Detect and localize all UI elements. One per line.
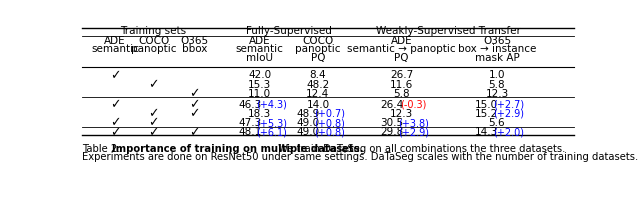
Text: 49.0: 49.0 (296, 118, 319, 128)
Text: semantic: semantic (91, 44, 139, 54)
Text: 12.3: 12.3 (485, 89, 509, 99)
Text: ✓: ✓ (109, 126, 120, 139)
Text: PQ: PQ (310, 53, 325, 63)
Text: ✓: ✓ (189, 107, 200, 120)
Text: (-0.3): (-0.3) (400, 100, 426, 110)
Text: (+2.9): (+2.9) (397, 127, 429, 137)
Text: 5.6: 5.6 (488, 118, 505, 128)
Text: 15.0: 15.0 (476, 100, 499, 110)
Text: 48.9: 48.9 (296, 109, 319, 119)
Text: ADE: ADE (104, 37, 125, 46)
Text: (+6.1): (+6.1) (256, 127, 287, 137)
Text: 49.0: 49.0 (296, 127, 319, 137)
Text: bbox: bbox (182, 44, 207, 54)
Text: Experiments are done on ResNet50 under same settings. DaTaSeg scales with the nu: Experiments are done on ResNet50 under s… (83, 152, 639, 162)
Text: COCO: COCO (302, 37, 333, 46)
Text: 42.0: 42.0 (248, 70, 271, 80)
Text: COCO: COCO (138, 37, 169, 46)
Text: 48.2: 48.2 (307, 80, 330, 90)
Text: (+0.8): (+0.8) (314, 127, 345, 137)
Text: 18.3: 18.3 (248, 109, 271, 119)
Text: (+5.3): (+5.3) (256, 118, 287, 128)
Text: 11.6: 11.6 (390, 80, 413, 90)
Text: box → instance: box → instance (458, 44, 536, 54)
Text: 48.1: 48.1 (238, 127, 261, 137)
Text: mIoU: mIoU (246, 53, 273, 63)
Text: (+0.7): (+0.7) (314, 109, 345, 119)
Text: 12.3: 12.3 (390, 109, 413, 119)
Text: 15.3: 15.3 (248, 80, 271, 90)
Text: We train DaTaSeg on all combinations the three datasets.: We train DaTaSeg on all combinations the… (275, 144, 565, 154)
Text: ADE: ADE (391, 37, 412, 46)
Text: semantic: semantic (236, 44, 284, 54)
Text: ✓: ✓ (148, 117, 159, 130)
Text: ✓: ✓ (189, 98, 200, 111)
Text: mask AP: mask AP (475, 53, 519, 63)
Text: 47.3: 47.3 (238, 118, 261, 128)
Text: (+0.8): (+0.8) (314, 118, 345, 128)
Text: 5.8: 5.8 (394, 89, 410, 99)
Text: (+4.3): (+4.3) (256, 100, 287, 110)
Text: ✓: ✓ (189, 87, 200, 100)
Text: panoptic: panoptic (131, 44, 177, 54)
Text: ✓: ✓ (148, 126, 159, 139)
Text: ADE: ADE (249, 37, 271, 46)
Text: (+2.0): (+2.0) (493, 127, 524, 137)
Text: semantic → panoptic: semantic → panoptic (348, 44, 456, 54)
Text: Fully-Supervised: Fully-Supervised (246, 26, 332, 36)
Text: Importance of training on multiple datasets.: Importance of training on multiple datas… (112, 144, 364, 154)
Text: Table 2:: Table 2: (83, 144, 124, 154)
Text: 26.4: 26.4 (380, 100, 403, 110)
Text: ✓: ✓ (189, 126, 200, 139)
Text: Training sets: Training sets (120, 26, 187, 36)
Text: ✓: ✓ (148, 78, 159, 91)
Text: 15.2: 15.2 (476, 109, 499, 119)
Text: 30.5: 30.5 (380, 118, 403, 128)
Text: 1.0: 1.0 (489, 70, 505, 80)
Text: ✓: ✓ (109, 98, 120, 111)
Text: 14.3: 14.3 (476, 127, 499, 137)
Text: 46.3: 46.3 (238, 100, 261, 110)
Text: ✓: ✓ (148, 107, 159, 120)
Text: 29.8: 29.8 (380, 127, 403, 137)
Text: 14.0: 14.0 (307, 100, 330, 110)
Text: O365: O365 (483, 37, 511, 46)
Text: (+3.8): (+3.8) (398, 118, 429, 128)
Text: 11.0: 11.0 (248, 89, 271, 99)
Text: ✓: ✓ (109, 117, 120, 130)
Text: (+2.9): (+2.9) (493, 109, 524, 119)
Text: ✓: ✓ (109, 69, 120, 82)
Text: O365: O365 (180, 37, 209, 46)
Text: panoptic: panoptic (295, 44, 340, 54)
Text: 26.7: 26.7 (390, 70, 413, 80)
Text: (+2.7): (+2.7) (493, 100, 524, 110)
Text: 12.4: 12.4 (307, 89, 330, 99)
Text: PQ: PQ (394, 53, 409, 63)
Text: 5.8: 5.8 (488, 80, 505, 90)
Text: Weakly-Supervised Transfer: Weakly-Supervised Transfer (376, 26, 522, 36)
Text: 8.4: 8.4 (310, 70, 326, 80)
